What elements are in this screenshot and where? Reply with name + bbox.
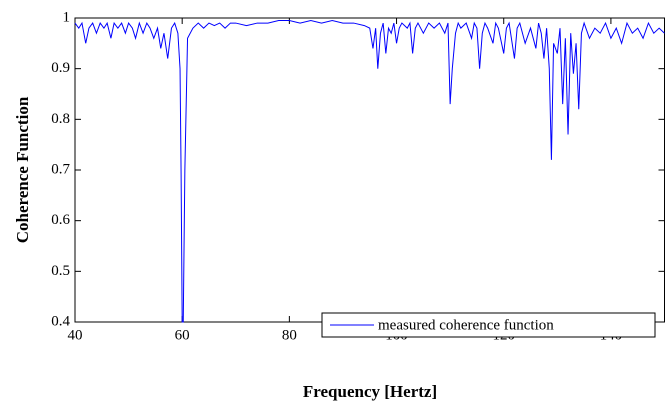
y-tick-label: 0.8: [51, 111, 70, 127]
y-tick-label: 0.9: [51, 60, 70, 76]
x-tick-label: 40: [68, 327, 83, 343]
plot-area: [74, 17, 665, 323]
y-tick-label: 0.5: [51, 263, 70, 279]
legend-box: [321, 312, 656, 338]
y-axis-label: Coherence Function: [13, 96, 32, 243]
legend-label: measured coherence function: [378, 317, 554, 333]
x-tick-label: 60: [175, 327, 190, 343]
data-line: [74, 20, 665, 323]
y-tick-label: 0.7: [51, 161, 70, 177]
x-tick-label: 80: [282, 327, 297, 343]
y-tick-label: 0.6: [51, 212, 70, 228]
y-tick-label: 1: [63, 9, 71, 25]
y-tick-label: 0.4: [51, 313, 70, 329]
x-axis-label: Frequency [Hertz]: [303, 382, 437, 401]
